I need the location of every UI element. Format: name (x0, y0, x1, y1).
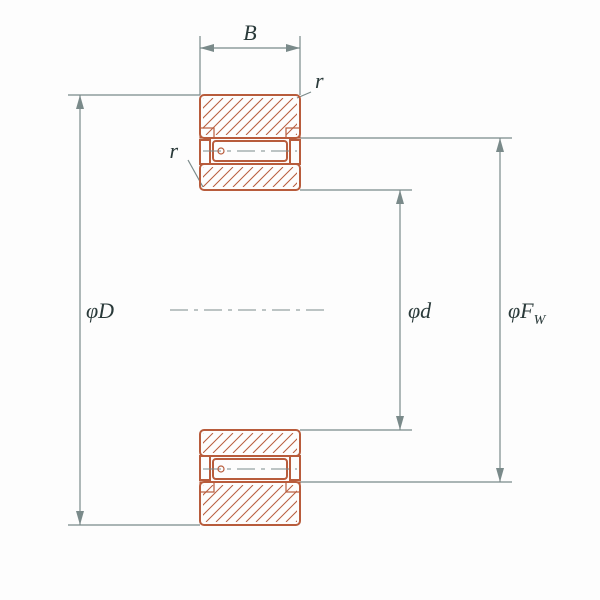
inner-ring-flange (290, 140, 300, 164)
dim-label-phiFw: φFW (508, 298, 547, 328)
inner-ring-flange (200, 140, 210, 164)
inner-ring-flange (200, 456, 210, 480)
dim-label-B: B (243, 20, 256, 45)
section-hatch (183, 167, 333, 187)
section-hatch (166, 98, 363, 135)
section-hatch (166, 485, 363, 522)
dim-label-phiD: φD (86, 298, 114, 323)
dim-label-r-outer: r (315, 68, 324, 93)
bearing-cross-section-diagram: BφD φd φFW r r (0, 0, 600, 600)
inner-ring (200, 430, 300, 456)
dim-label-r-inner: r (169, 138, 178, 163)
inner-ring (200, 164, 300, 190)
inner-ring-flange (290, 456, 300, 480)
section-hatch (183, 433, 333, 453)
dim-label-phid: φd (408, 298, 432, 323)
